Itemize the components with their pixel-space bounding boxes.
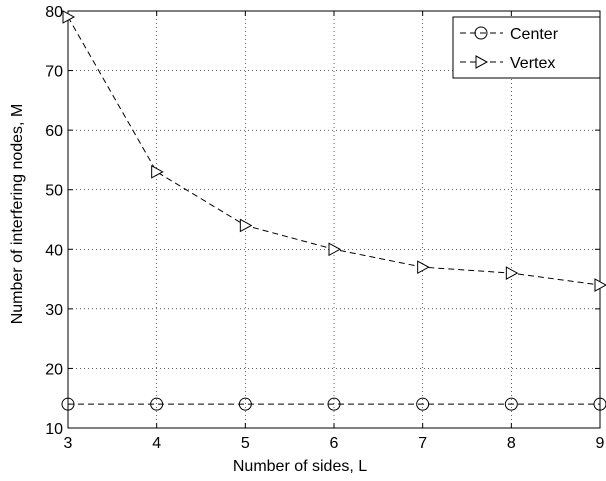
y-axis-label: Number of interfering nodes, M (9, 104, 26, 325)
data-point-vertex (594, 278, 606, 292)
series-vertex (62, 10, 606, 292)
x-tick-label: 3 (64, 435, 73, 452)
x-tick-label: 9 (596, 435, 605, 452)
data-point-vertex (239, 218, 253, 233)
series-group (61, 10, 606, 411)
data-point-center (61, 397, 75, 411)
legend-label-center: Center (510, 26, 559, 43)
x-tick-label: 7 (418, 435, 427, 452)
data-point-center (327, 397, 341, 411)
data-point-vertex (417, 260, 430, 274)
legend-marker-center (474, 26, 488, 40)
data-point-vertex (62, 10, 76, 24)
x-tick-label: 6 (330, 435, 339, 452)
data-point-vertex (505, 266, 519, 280)
legend-entry-center: Center (460, 26, 559, 43)
data-point-center (504, 397, 518, 411)
y-tick-label: 60 (45, 123, 63, 140)
y-tick-label: 30 (45, 302, 63, 319)
legend-box (452, 16, 601, 79)
y-tick-label: 10 (45, 421, 63, 438)
x-tick-label: 4 (152, 435, 161, 452)
legend-entry-vertex: Vertex (460, 55, 555, 72)
grid (68, 11, 600, 428)
data-point-center (593, 397, 606, 411)
y-tick-label: 80 (45, 4, 63, 21)
legend-label-vertex: Vertex (510, 55, 555, 72)
y-tick-label: 40 (45, 242, 63, 259)
y-tick-label: 50 (45, 183, 63, 200)
data-point-center (238, 397, 252, 411)
x-tick-label: 8 (507, 435, 516, 452)
data-point-vertex (151, 165, 164, 179)
y-tick-label: 70 (45, 64, 63, 81)
x-axis-label: Number of sides, L (233, 458, 367, 475)
legend: Center Vertex (452, 16, 601, 79)
legend-marker-vertex (475, 55, 489, 69)
data-point-center (150, 397, 164, 411)
y-tick-label: 20 (45, 361, 63, 378)
x-tick-label: 5 (241, 435, 250, 452)
series-center (61, 397, 606, 411)
data-point-center (416, 397, 430, 411)
axis-ticks: 3 4 5 6 7 8 9 10 20 30 40 50 60 70 80 (45, 4, 604, 452)
data-point-vertex (328, 242, 342, 257)
